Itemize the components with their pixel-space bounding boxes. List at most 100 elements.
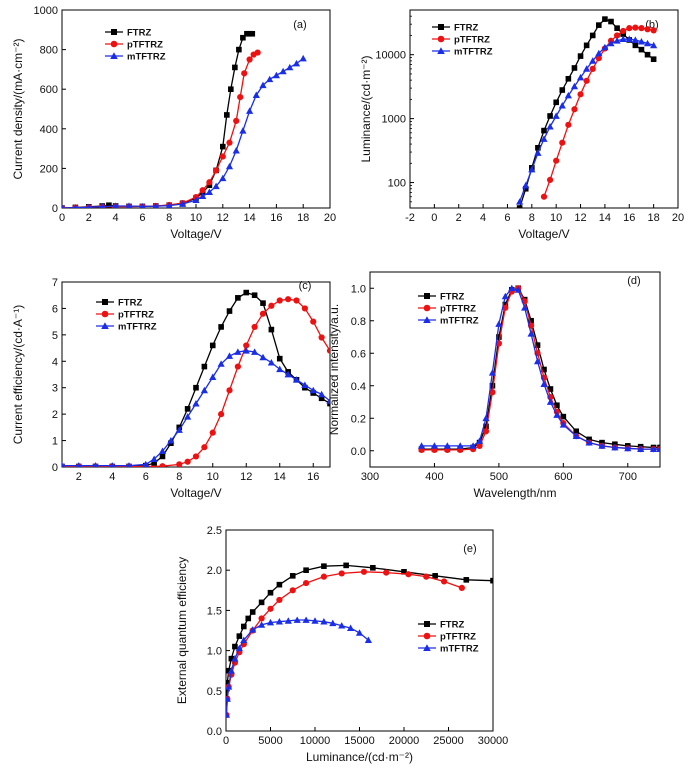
data-point-pTFTRZ [301, 305, 308, 312]
data-point-mTFTRZ [212, 182, 220, 190]
data-point-pTFTRZ [476, 442, 483, 449]
data-point-pTFTRZ [565, 121, 572, 128]
legend-marker-pTFTRZ [110, 40, 118, 48]
data-point-pTFTRZ [638, 25, 645, 32]
data-point-FTRZ [553, 99, 559, 106]
x-tick-label: 8 [176, 471, 182, 483]
data-point-FTRZ [232, 64, 238, 71]
data-point-mTFTRZ [239, 127, 247, 134]
legend-label-mTFTRZ: mTFTRZ [440, 644, 479, 655]
data-point-FTRZ [258, 599, 265, 606]
legend-marker-FTRZ [424, 293, 430, 299]
y-tick-label: 200 [40, 163, 58, 175]
data-point-FTRZ [401, 569, 407, 575]
data-point-FTRZ [220, 143, 226, 150]
data-point-FTRZ [235, 295, 241, 301]
y-tick-label: 5 [52, 330, 58, 342]
data-point-FTRZ [554, 402, 560, 409]
data-point-FTRZ [251, 292, 258, 299]
data-point-mTFTRZ [152, 202, 159, 208]
y-tick-label: 3 [52, 383, 58, 395]
data-point-pTFTRZ [458, 584, 465, 591]
data-point-FTRZ [268, 326, 275, 333]
data-point-mTFTRZ [514, 286, 522, 293]
data-point-mTFTRZ [179, 200, 187, 207]
x-tick-label: 12 [574, 212, 586, 224]
data-point-mTFTRZ [286, 63, 294, 71]
data-point-pTFTRZ [218, 411, 225, 418]
series-line-mTFTRZ [226, 619, 369, 715]
data-point-mTFTRZ [158, 447, 167, 455]
data-point-FTRZ [573, 428, 580, 435]
series-line-FTRZ [62, 291, 330, 467]
data-point-FTRZ [236, 633, 243, 639]
data-point-pTFTRZ [546, 176, 554, 184]
y-tick-label: 0.0 [351, 446, 366, 458]
data-point-mTFTRZ [540, 135, 548, 142]
series-group [516, 16, 658, 208]
data-point-FTRZ [463, 577, 470, 583]
data-point-mTFTRZ [142, 460, 150, 467]
data-point-mTFTRZ [231, 655, 239, 662]
data-point-FTRZ [245, 615, 252, 622]
y-tick-label: 1000 [34, 5, 58, 17]
y-tick-label: 1.5 [207, 605, 222, 617]
y-tick-label: 0.5 [207, 686, 222, 698]
data-point-FTRZ [583, 42, 590, 49]
x-tick-label: 6 [139, 212, 145, 224]
data-point-pTFTRZ [595, 55, 602, 62]
legend-label-pTFTRZ: pTFTRZ [118, 310, 154, 321]
data-point-pTFTRZ [482, 428, 490, 435]
data-point-FTRZ [483, 423, 489, 430]
data-point-FTRZ [432, 573, 438, 579]
data-point-mTFTRZ [559, 421, 567, 428]
data-point-mTFTRZ [217, 360, 225, 367]
data-point-pTFTRZ [276, 596, 283, 604]
data-point-mTFTRZ [607, 39, 615, 47]
y-tick-label: 2.0 [207, 565, 222, 577]
plot-frame [409, 9, 679, 209]
data-point-mTFTRZ [527, 330, 535, 337]
data-point-mTFTRZ [73, 204, 78, 208]
data-point-FTRZ [240, 34, 246, 41]
y-tick-label: 0.2 [351, 413, 366, 425]
panel-b: -2 0 2 4 6 8 10 12 14 16 18 20 100 1000 10000 Voltage/V… [359, 9, 684, 241]
y-tick-label: 7 [52, 277, 58, 289]
data-point-FTRZ [547, 113, 553, 119]
x-tick-label: 20000 [389, 735, 420, 747]
data-point-mTFTRZ [522, 181, 530, 189]
series-group [62, 289, 330, 467]
data-point-mTFTRZ [109, 462, 115, 467]
legend-label-mTFTRZ: mTFTRZ [127, 52, 166, 63]
data-point-pTFTRZ [577, 91, 584, 98]
data-point-mTFTRZ [624, 444, 632, 452]
data-point-mTFTRZ [258, 621, 266, 628]
legend-marker-mTFTRZ [437, 47, 445, 55]
data-point-FTRZ [224, 112, 230, 118]
data-point-mTFTRZ [469, 442, 477, 449]
data-point-pTFTRZ [213, 167, 220, 174]
data-point-pTFTRZ [303, 579, 310, 587]
data-point-FTRZ [226, 667, 232, 674]
legend-marker-FTRZ [438, 24, 444, 30]
data-point-FTRZ [151, 460, 157, 466]
series-line-mTFTRZ [518, 38, 654, 203]
y-tick-label: 10000 [375, 50, 406, 62]
y-tick-label: 1 [52, 436, 58, 448]
data-point-FTRZ [236, 46, 242, 53]
data-point-mTFTRZ [293, 616, 301, 623]
data-point-mTFTRZ [251, 348, 259, 355]
data-point-mTFTRZ [200, 386, 208, 394]
data-point-FTRZ [249, 609, 256, 615]
data-point-pTFTRZ [613, 32, 621, 39]
legend-label-FTRZ: FTRZ [440, 620, 464, 631]
data-point-mTFTRZ [589, 57, 597, 64]
data-point-FTRZ [602, 16, 608, 22]
x-tick-label: 10 [190, 212, 202, 224]
plot-frame [61, 9, 331, 209]
x-tick-label: 12 [240, 471, 252, 483]
